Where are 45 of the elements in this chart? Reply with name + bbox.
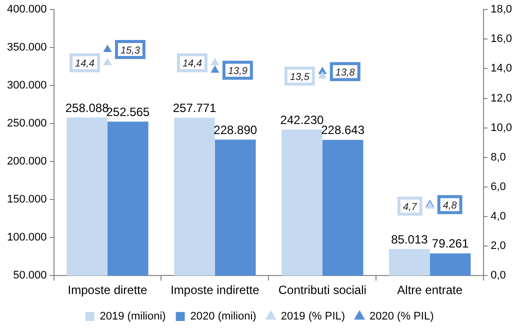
data-label: 4,8 [442, 200, 458, 212]
data-label: 228.643 [321, 123, 365, 138]
x-tick-label: Imposte dirette [68, 283, 148, 298]
y2-tick-label: 14,0 [490, 62, 512, 75]
y-tick-label: 100.000 [6, 232, 47, 244]
y2-tick-label: 0,0 [490, 270, 506, 282]
data-label: 228.890 [214, 122, 258, 137]
point [103, 44, 112, 52]
data-label: 85.013 [391, 232, 428, 246]
legend-label: 2019 (% PIL) [280, 310, 346, 323]
data-label: 15,3 [120, 45, 140, 56]
x-tick-label: Imposte indirette [170, 283, 260, 298]
data-label: 14,4 [182, 58, 202, 70]
y2-tick-label: 18,0 [490, 4, 512, 16]
data-label: 13,9 [228, 66, 248, 77]
legend-label: 2020 (milioni) [190, 310, 256, 323]
y2-tick-label: 16,0 [490, 33, 512, 46]
y2-tick-label: 6,0 [490, 180, 506, 193]
point [103, 58, 112, 66]
y2-tick-label: 4,0 [490, 210, 506, 223]
x-tick-label: Altre entrate [397, 283, 463, 298]
y-tick-label: 250.000 [6, 118, 47, 130]
y2-tick-label: 12,0 [490, 92, 512, 104]
data-label: 14,4 [75, 58, 95, 70]
data-label: 79.261 [432, 236, 469, 251]
y-tick-label: 200.000 [6, 156, 47, 168]
data-label: 257.771 [172, 101, 217, 116]
legend-label: 2020 (% PIL) [370, 310, 434, 323]
data-label: 13,5 [290, 72, 310, 83]
y2-tick-label: 8,0 [490, 151, 506, 164]
point [210, 65, 220, 73]
point [210, 58, 220, 66]
legend-label: 2019 (milioni) [100, 310, 166, 323]
y2-tick-label: 10,0 [490, 122, 512, 134]
data-label: 4,7 [402, 202, 418, 213]
point [318, 71, 327, 79]
data-label: 13,8 [335, 67, 356, 78]
y-tick-label: 150.000 [6, 194, 47, 206]
y-tick-label: 400.000 [6, 4, 47, 16]
data-label: 242.230 [280, 112, 324, 127]
y-tick-label: 50.000 [13, 270, 47, 282]
x-tick-label: Contributi sociali [278, 283, 366, 298]
y-tick-label: 350.000 [6, 42, 47, 54]
y2-tick-label: 2,0 [490, 240, 506, 252]
y-tick-label: 300.000 [6, 80, 47, 92]
